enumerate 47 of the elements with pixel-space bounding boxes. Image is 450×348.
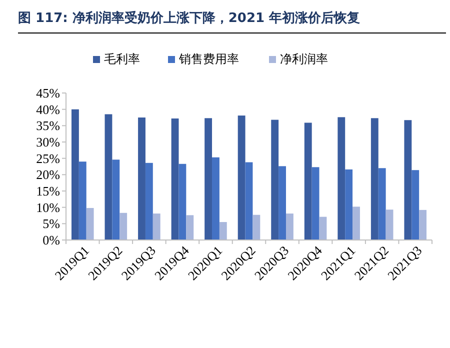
y-tick-label: 10%	[36, 200, 60, 215]
bar	[71, 109, 79, 240]
bar	[204, 118, 212, 240]
bar	[412, 170, 420, 240]
legend-label: 销售费用率	[178, 52, 239, 66]
y-tick-label: 25%	[36, 150, 60, 166]
bar	[378, 168, 386, 240]
bar	[370, 118, 378, 240]
bar	[78, 162, 86, 240]
bar	[286, 214, 294, 240]
bar	[120, 212, 128, 240]
bar	[212, 157, 220, 240]
bar	[271, 120, 279, 240]
bar	[138, 118, 146, 240]
bar	[171, 118, 179, 240]
bar	[352, 206, 360, 240]
y-tick-label: 5%	[42, 216, 60, 232]
bar	[178, 164, 186, 240]
bar	[404, 120, 412, 240]
bar	[86, 208, 94, 240]
y-tick-label: 40%	[36, 102, 60, 117]
bar	[278, 166, 286, 240]
bar	[338, 117, 346, 240]
y-tick-label: 15%	[36, 184, 60, 198]
bar	[219, 222, 227, 240]
bar	[245, 162, 253, 240]
y-tick-label: 45%	[36, 86, 60, 100]
y-tick-label: 35%	[36, 118, 60, 134]
bar	[386, 210, 394, 240]
bar	[419, 210, 427, 240]
legend-label: 净利润率	[280, 52, 328, 66]
bar	[304, 122, 312, 240]
bar	[312, 167, 320, 240]
chart-title: 图 117: 净利润率受奶价上涨下降，2021 年初涨价后恢复	[18, 10, 360, 26]
y-tick-label: 30%	[36, 134, 60, 150]
bar	[152, 214, 160, 240]
bar	[104, 114, 112, 240]
legend-label: 毛利率	[104, 52, 140, 66]
y-tick-label: 0%	[42, 232, 60, 248]
bar	[238, 116, 246, 240]
bar	[112, 160, 120, 240]
bar	[252, 214, 260, 240]
bar	[345, 169, 353, 240]
bar	[186, 215, 194, 240]
bar	[145, 162, 153, 240]
bar	[319, 216, 327, 240]
y-tick-label: 20%	[36, 167, 60, 182]
